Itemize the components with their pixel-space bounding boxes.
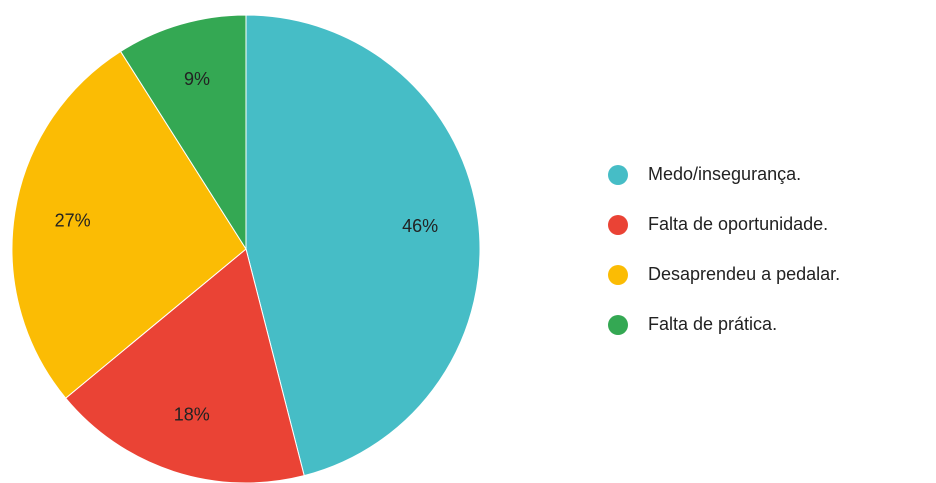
legend-marker: [608, 315, 628, 335]
pie-slice: [11, 50, 247, 399]
slice-label: 27%: [55, 210, 91, 230]
legend-label: Falta de oportunidade.: [648, 214, 828, 234]
slice-label: 46%: [402, 216, 438, 236]
slice-label: 18%: [174, 405, 210, 425]
legend-marker: [608, 165, 628, 185]
slice-label: 9%: [184, 69, 210, 89]
legend-label: Falta de prática.: [648, 314, 777, 334]
legend-label: Desaprendeu a pedalar.: [648, 264, 840, 284]
pie-slice: [64, 248, 305, 483]
pie-slice: [245, 14, 481, 477]
pie-slice: [119, 14, 247, 251]
legend-marker: [608, 265, 628, 285]
legend-marker: [608, 215, 628, 235]
legend-label: Medo/insegurança.: [648, 164, 801, 184]
